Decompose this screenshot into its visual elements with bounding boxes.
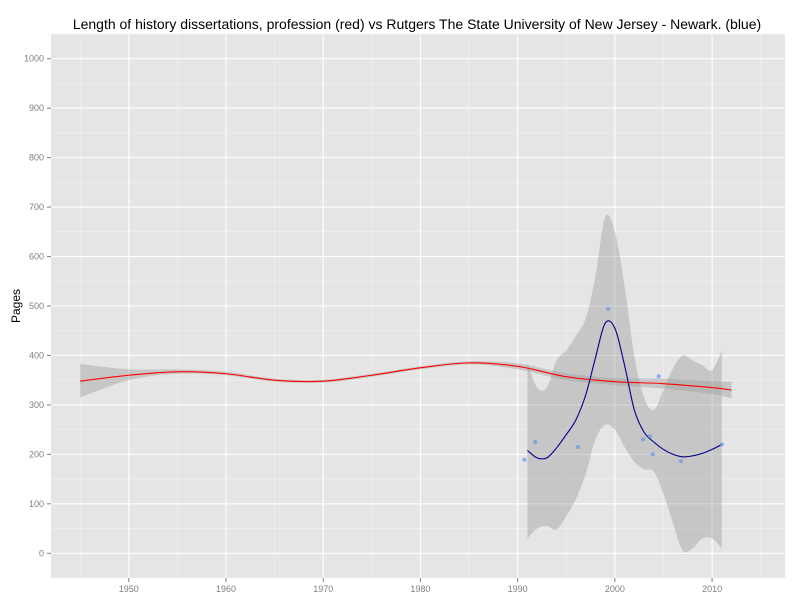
y-tick-label: 500 [29, 301, 44, 311]
data-point [641, 437, 646, 442]
x-tick-label: 2000 [605, 584, 625, 594]
minor-gridlines [51, 33, 785, 579]
y-axis: 0 100 200 300 400 500 600 700 800 900 1000 [24, 54, 51, 558]
data-point [656, 374, 661, 379]
y-tick-label: 200 [29, 449, 44, 459]
confidence-ribbons [80, 214, 732, 553]
data-point [678, 459, 683, 464]
y-tick-label: 400 [29, 350, 44, 360]
y-tick-label: 900 [29, 103, 44, 113]
data-point [650, 452, 655, 457]
data-point [606, 306, 611, 311]
confidence-ribbon-profession [80, 361, 732, 399]
y-tick-label: 100 [29, 499, 44, 509]
confidence-ribbon-rutgers [527, 214, 722, 553]
data-point [533, 440, 538, 444]
y-tick-label: 800 [29, 153, 44, 163]
smooth-lines [80, 320, 732, 460]
data-point [575, 444, 580, 449]
series-line-rutgers [527, 320, 723, 460]
data-point [647, 434, 652, 439]
x-tick-label: 1960 [216, 584, 236, 594]
y-tick-label: 600 [29, 252, 44, 262]
data-point [719, 442, 724, 447]
x-tick-label: 1980 [410, 584, 430, 594]
y-tick-label: 300 [29, 400, 44, 410]
chart-title: Length of history dissertations, profess… [73, 16, 761, 32]
y-axis-label: Pages [9, 289, 23, 323]
x-tick-label: 1970 [313, 584, 333, 594]
data-point [522, 457, 527, 462]
data-points [522, 306, 724, 464]
x-tick-label: 1990 [508, 584, 528, 594]
major-gridlines [51, 34, 785, 578]
y-tick-label: 700 [29, 202, 44, 212]
series-line-profession [80, 362, 732, 391]
x-tick-label: 1950 [119, 584, 139, 594]
x-tick-label: 2010 [702, 584, 722, 594]
x-axis: 1950 1960 1970 1980 1990 2000 2010 [119, 578, 722, 594]
y-tick-label: 1000 [24, 54, 44, 64]
y-tick-label: 0 [39, 548, 44, 558]
